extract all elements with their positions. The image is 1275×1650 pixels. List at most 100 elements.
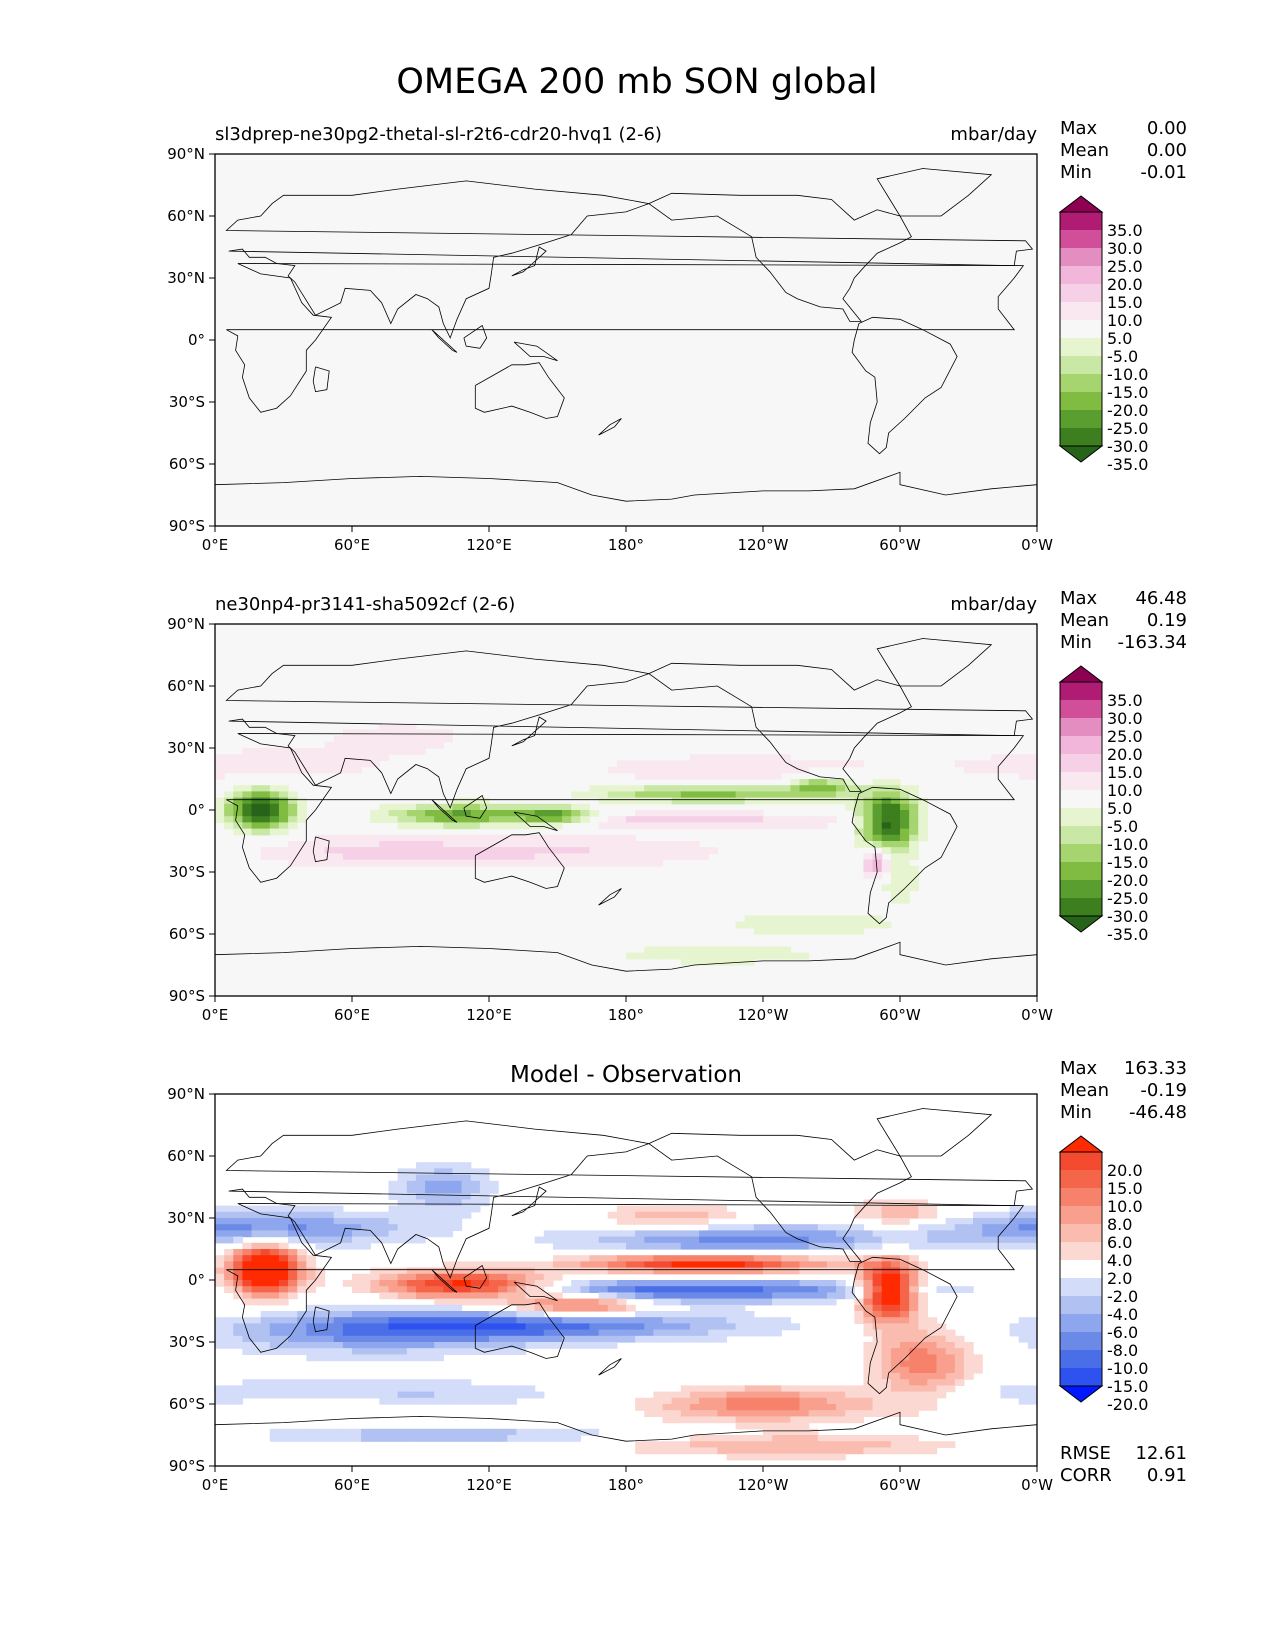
- field-cell: [991, 754, 1002, 761]
- field-cell: [415, 1428, 426, 1436]
- field-cell: [562, 810, 572, 817]
- field-cell: [571, 1335, 581, 1343]
- field-cell: [452, 1211, 463, 1219]
- field-cell: [973, 766, 983, 774]
- field-cell: [507, 1261, 517, 1269]
- field-cell: [616, 1329, 627, 1337]
- stat-value: -46.48: [1129, 1102, 1187, 1123]
- field-cell: [516, 834, 527, 842]
- field-cell: [269, 1261, 280, 1269]
- field-cell: [470, 822, 481, 830]
- field-cell: [607, 791, 618, 799]
- field-cell: [726, 797, 737, 805]
- field-cell: [552, 834, 563, 842]
- field-cell: [525, 1342, 536, 1349]
- field-cell: [278, 1230, 289, 1238]
- field-cell: [653, 816, 664, 823]
- field-cell: [352, 853, 362, 861]
- field-cell: [936, 1360, 947, 1368]
- field-cell: [817, 1242, 828, 1250]
- field-cell: [799, 921, 810, 929]
- field-cell: [644, 1205, 654, 1213]
- field-cell: [525, 1298, 536, 1306]
- field-cell: [543, 1323, 554, 1331]
- colorbar-segment: [1060, 1170, 1102, 1188]
- field-cell: [242, 1342, 253, 1349]
- field-cell: [342, 841, 353, 848]
- field-cell: [616, 1292, 627, 1300]
- field-cell: [269, 853, 280, 861]
- lon-tick-label: 60°W: [879, 1476, 921, 1494]
- field-cell: [845, 1255, 855, 1262]
- field-cell: [333, 853, 344, 861]
- field-cell: [534, 816, 545, 823]
- field-cell: [1018, 1242, 1029, 1250]
- field-cell: [534, 841, 545, 848]
- field-cell: [534, 859, 545, 867]
- field-cell: [352, 1354, 362, 1362]
- field-cell: [872, 779, 883, 786]
- field-cell: [342, 1348, 353, 1355]
- field-cell: [689, 1335, 700, 1343]
- field-cell: [954, 1360, 965, 1368]
- field-cell: [242, 1286, 253, 1293]
- field-cell: [808, 1391, 819, 1399]
- field-cell: [790, 1397, 801, 1405]
- field-cell: [753, 1255, 764, 1262]
- field-cell: [909, 1211, 919, 1219]
- field-cell: [781, 1267, 791, 1275]
- field-cell: [744, 816, 755, 823]
- field-cell: [215, 1385, 225, 1393]
- field-cell: [653, 1410, 664, 1417]
- field-cell: [269, 1255, 280, 1262]
- field-cell: [443, 1335, 454, 1343]
- field-cell: [571, 1304, 581, 1312]
- field-cell: [543, 1273, 554, 1281]
- panel-left-title: ne30np4-pr3141-sha5092cf (2-6): [215, 594, 515, 615]
- field-cell: [744, 1286, 755, 1293]
- field-cell: [726, 760, 737, 768]
- field-cell: [753, 1404, 764, 1411]
- field-cell: [434, 1211, 444, 1219]
- field-cell: [918, 810, 928, 817]
- field-cell: [1027, 1335, 1038, 1343]
- field-cell: [470, 1273, 481, 1281]
- field-cell: [306, 748, 317, 755]
- field-cell: [251, 1342, 262, 1349]
- field-cell: [269, 828, 280, 836]
- field-cell: [699, 1385, 709, 1393]
- field-cell: [260, 1273, 271, 1281]
- field-cell: [973, 1224, 983, 1231]
- colorbar-segment: [1060, 1332, 1102, 1350]
- field-cell: [306, 760, 317, 768]
- field-cell: [790, 816, 801, 823]
- field-cell: [543, 853, 554, 861]
- field-cell: [470, 1267, 481, 1275]
- field-cell: [671, 1404, 682, 1411]
- lat-tick-label: 90°S: [169, 1457, 205, 1475]
- field-cell: [352, 735, 362, 743]
- field-cell: [288, 1273, 298, 1281]
- field-cell: [406, 1273, 417, 1281]
- field-cell: [278, 1311, 289, 1318]
- field-cell: [662, 1236, 673, 1244]
- field-cell: [507, 1428, 517, 1436]
- field-cell: [562, 853, 572, 861]
- field-cell: [571, 1435, 581, 1442]
- field-cell: [689, 797, 700, 805]
- field-cell: [909, 810, 919, 817]
- field-cell: [278, 797, 289, 805]
- field-cell: [936, 1242, 947, 1250]
- stat-label: Max: [1060, 118, 1098, 139]
- field-cell: [415, 729, 426, 737]
- field-cell: [352, 1286, 362, 1293]
- colorbar-tick-label: -35.0: [1107, 455, 1148, 474]
- field-cell: [699, 760, 709, 768]
- field-cell: [571, 1267, 581, 1275]
- field-cell: [982, 1230, 992, 1238]
- field-cell: [406, 729, 417, 737]
- colorbar-segment: [1060, 338, 1102, 356]
- field-cell: [425, 1354, 435, 1362]
- field-cell: [415, 1230, 426, 1238]
- field-cell: [224, 1236, 234, 1244]
